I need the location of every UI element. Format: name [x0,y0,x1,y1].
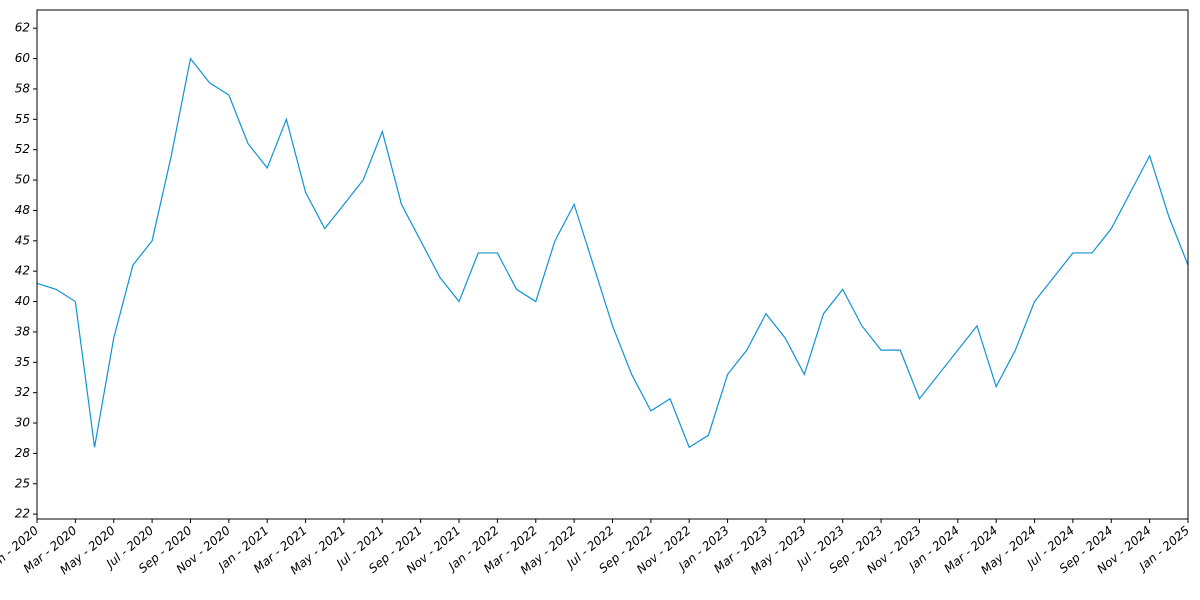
line-series [36,57,1189,449]
y-tick-label: 42 [15,264,30,278]
plot-frame [36,9,1189,520]
y-tick-label: 48 [15,203,31,217]
y-tick-label: 30 [15,416,31,430]
y-tick-label: 35 [15,355,30,369]
y-tick-label: 60 [15,51,31,65]
y-tick-label: 62 [15,21,30,35]
y-tick-label: 40 [15,294,31,308]
y-tick-label: 28 [15,446,31,460]
y-tick-label: 55 [15,112,30,126]
y-tick-label: 45 [15,233,30,247]
y-tick-label: 58 [15,81,31,95]
y-tick-label: 38 [15,324,31,338]
y-tick-label: 32 [15,385,30,399]
y-tick-label: 25 [15,476,30,490]
y-tick-label: 22 [15,507,30,521]
y-tick-label: 52 [15,142,30,156]
y-tick-label: 50 [15,173,31,187]
